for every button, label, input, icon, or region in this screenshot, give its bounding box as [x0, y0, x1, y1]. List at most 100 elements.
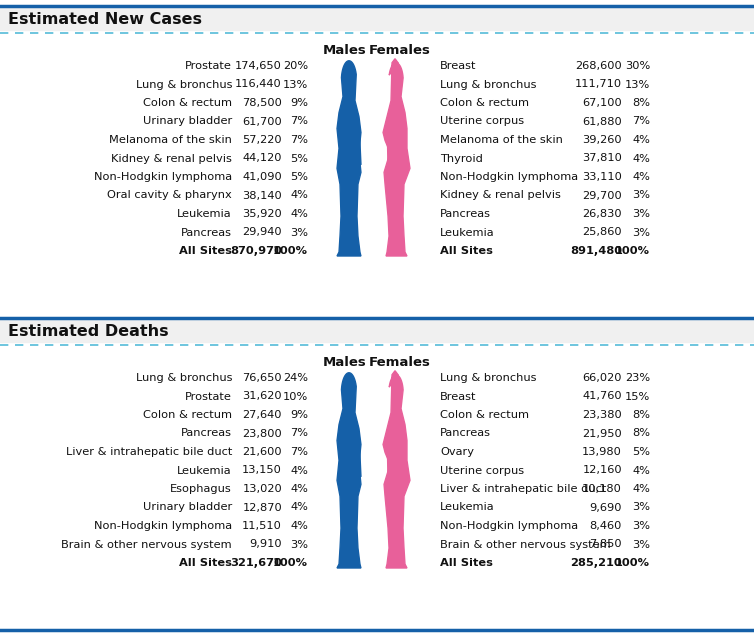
Text: 61,880: 61,880	[582, 117, 622, 127]
Text: 100%: 100%	[615, 246, 650, 256]
Text: Males: Males	[323, 356, 367, 368]
Text: 21,950: 21,950	[582, 429, 622, 439]
Text: 11,510: 11,510	[242, 521, 282, 531]
Text: 5%: 5%	[632, 447, 650, 457]
Text: 100%: 100%	[273, 246, 308, 256]
Text: 3%: 3%	[632, 521, 650, 531]
Text: 268,600: 268,600	[575, 61, 622, 71]
Text: Leukemia: Leukemia	[177, 209, 232, 219]
Text: 4%: 4%	[290, 484, 308, 494]
Polygon shape	[337, 61, 361, 256]
Text: Liver & intrahepatic bile duct: Liver & intrahepatic bile duct	[66, 447, 232, 457]
Polygon shape	[387, 120, 396, 169]
Text: 3%: 3%	[632, 228, 650, 238]
Text: 23,380: 23,380	[582, 410, 622, 420]
Text: 23%: 23%	[625, 373, 650, 383]
Text: 31,620: 31,620	[242, 392, 282, 401]
Text: All Sites: All Sites	[179, 558, 232, 568]
Text: 35,920: 35,920	[242, 209, 282, 219]
Text: All Sites: All Sites	[179, 246, 232, 256]
Text: 10,180: 10,180	[582, 484, 622, 494]
Text: 4%: 4%	[290, 209, 308, 219]
Text: Non-Hodgkin lymphoma: Non-Hodgkin lymphoma	[440, 521, 578, 531]
Text: 20%: 20%	[283, 61, 308, 71]
Text: Uterine corpus: Uterine corpus	[440, 465, 524, 476]
Text: 4%: 4%	[290, 190, 308, 200]
Text: Non-Hodgkin lymphoma: Non-Hodgkin lymphoma	[94, 521, 232, 531]
Text: 3%: 3%	[290, 228, 308, 238]
Text: 7,850: 7,850	[590, 540, 622, 550]
Text: 870,970: 870,970	[230, 246, 282, 256]
Bar	[0, 6, 754, 30]
Text: 10%: 10%	[283, 392, 308, 401]
Text: Uterine corpus: Uterine corpus	[440, 117, 524, 127]
Text: Females: Females	[369, 44, 431, 56]
Text: 111,710: 111,710	[575, 79, 622, 89]
Text: 4%: 4%	[632, 135, 650, 145]
Text: Breast: Breast	[440, 392, 477, 401]
Text: Esophagus: Esophagus	[170, 484, 232, 494]
Polygon shape	[383, 59, 410, 256]
Text: 4%: 4%	[290, 465, 308, 476]
Text: Lung & bronchus: Lung & bronchus	[136, 79, 232, 89]
Text: 41,090: 41,090	[242, 172, 282, 182]
Text: 3%: 3%	[290, 540, 308, 550]
Text: 9%: 9%	[290, 410, 308, 420]
Text: 116,440: 116,440	[235, 79, 282, 89]
Text: Pancreas: Pancreas	[181, 228, 232, 238]
Text: Leukemia: Leukemia	[177, 465, 232, 476]
Text: 8%: 8%	[632, 429, 650, 439]
Text: 4%: 4%	[290, 503, 308, 512]
Text: 26,830: 26,830	[582, 209, 622, 219]
Text: 9,910: 9,910	[250, 540, 282, 550]
Text: Lung & bronchus: Lung & bronchus	[440, 79, 537, 89]
Text: 12,870: 12,870	[242, 503, 282, 512]
Polygon shape	[349, 120, 361, 169]
Text: 41,760: 41,760	[582, 392, 622, 401]
Text: Colon & rectum: Colon & rectum	[143, 98, 232, 108]
Text: 7%: 7%	[290, 117, 308, 127]
Text: 13,980: 13,980	[582, 447, 622, 457]
Text: Prostate: Prostate	[185, 392, 232, 401]
Text: 39,260: 39,260	[582, 135, 622, 145]
Text: 61,700: 61,700	[242, 117, 282, 127]
Text: 76,650: 76,650	[242, 373, 282, 383]
Text: 23,800: 23,800	[242, 429, 282, 439]
Text: 24%: 24%	[283, 373, 308, 383]
Text: 37,810: 37,810	[582, 153, 622, 164]
Text: 29,940: 29,940	[242, 228, 282, 238]
Text: 13,150: 13,150	[242, 465, 282, 476]
Text: 9,690: 9,690	[590, 503, 622, 512]
Text: 13%: 13%	[625, 79, 650, 89]
Text: Non-Hodgkin lymphoma: Non-Hodgkin lymphoma	[94, 172, 232, 182]
Text: 5%: 5%	[290, 172, 308, 182]
Text: 66,020: 66,020	[583, 373, 622, 383]
Text: 5%: 5%	[290, 153, 308, 164]
Text: 4%: 4%	[632, 465, 650, 476]
Text: Females: Females	[369, 356, 431, 368]
Text: 100%: 100%	[615, 558, 650, 568]
Text: Urinary bladder: Urinary bladder	[143, 503, 232, 512]
Text: 174,650: 174,650	[235, 61, 282, 71]
Text: 57,220: 57,220	[242, 135, 282, 145]
Text: 4%: 4%	[632, 484, 650, 494]
Text: 13%: 13%	[283, 79, 308, 89]
Text: Colon & rectum: Colon & rectum	[440, 98, 529, 108]
Text: 8,460: 8,460	[590, 521, 622, 531]
Text: Pancreas: Pancreas	[440, 429, 491, 439]
Text: Leukemia: Leukemia	[440, 503, 495, 512]
Text: Thyroid: Thyroid	[440, 153, 483, 164]
Text: 7%: 7%	[290, 135, 308, 145]
Text: Lung & bronchus: Lung & bronchus	[136, 373, 232, 383]
Text: Oral cavity & pharynx: Oral cavity & pharynx	[107, 190, 232, 200]
Text: Non-Hodgkin lymphoma: Non-Hodgkin lymphoma	[440, 172, 578, 182]
Text: 4%: 4%	[290, 521, 308, 531]
Text: Leukemia: Leukemia	[440, 228, 495, 238]
Text: Lung & bronchus: Lung & bronchus	[440, 373, 537, 383]
Polygon shape	[383, 371, 410, 568]
Text: 67,100: 67,100	[582, 98, 622, 108]
Text: Estimated New Cases: Estimated New Cases	[8, 11, 202, 27]
Text: Pancreas: Pancreas	[440, 209, 491, 219]
Text: 285,210: 285,210	[570, 558, 622, 568]
Text: Ovary: Ovary	[440, 447, 474, 457]
